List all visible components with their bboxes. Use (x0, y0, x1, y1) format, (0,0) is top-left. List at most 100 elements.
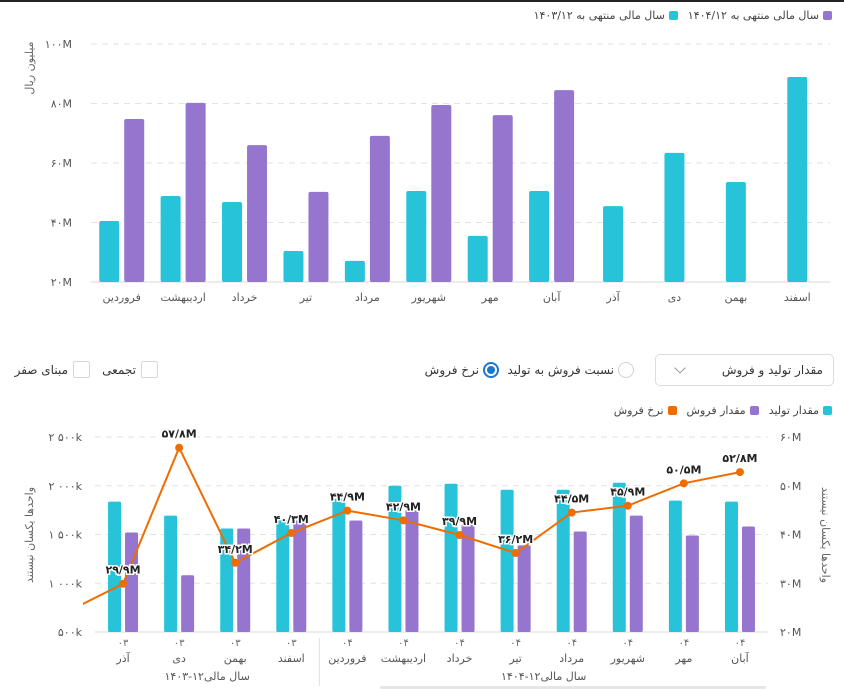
y-tick-label: ۱۰۰M (45, 38, 72, 51)
x-year-label: ۰۴ (342, 638, 353, 649)
bar-sales (573, 531, 587, 632)
x-tick-label: آبان (731, 651, 749, 665)
window-top-border (0, 0, 844, 2)
left-y-axis-title: واحدها یکسان نیستند (23, 487, 36, 583)
left-y-tick-label: ۵۰۰k (58, 626, 83, 639)
bar-1404 (492, 115, 513, 282)
price-point (567, 508, 576, 517)
bar-sales (517, 545, 531, 632)
checkbox-label: تجمعی (102, 362, 136, 377)
radio-sales-price[interactable]: نرخ فروش (425, 362, 499, 378)
bar-production (668, 500, 682, 632)
x-tick-label: بهمن (724, 291, 747, 304)
bar-1403 (344, 260, 365, 282)
checkbox-zero-base[interactable]: مبنای صفر (15, 361, 90, 378)
bar-sales (461, 524, 475, 632)
legend-swatch-cyan (668, 11, 678, 20)
radio-circle-selected (483, 362, 499, 378)
x-tick-label: آذر (605, 290, 620, 304)
legend-label: سال مالی منتهی به ۱۴۰۴/۱۲ (687, 9, 819, 22)
bar-1404 (554, 90, 575, 282)
price-data-label: ۴۰/۳M (274, 513, 309, 526)
price-data-label: ۵۷/۸M (162, 428, 197, 441)
chart2-legend: مقدار تولید مقدار فروش نرخ فروش (614, 404, 832, 417)
y-tick-label: ۸۰M (51, 98, 72, 111)
legend-item-1404[interactable]: سال مالی منتهی به ۱۴۰۴/۱۲ (688, 9, 832, 22)
x-tick-label: فروردین (103, 291, 141, 304)
legend-swatch-purple (749, 406, 759, 415)
x-tick-label: شهریور (411, 291, 446, 304)
bar-sales (405, 509, 419, 632)
x-year-label: ۰۳ (118, 638, 129, 649)
bar-1403 (787, 77, 808, 283)
legend-label: سال مالی منتهی به ۱۴۰۳/۱۲ (533, 9, 665, 22)
bar-sales (125, 532, 139, 632)
right-y-tick-label: ۵۰M (780, 480, 801, 493)
y-axis-title: میلیون ریال (23, 41, 36, 94)
bar-production (612, 482, 626, 632)
bar-1404 (124, 118, 145, 282)
checkbox-cumulative[interactable]: تجمعی (102, 361, 158, 378)
radio-label: نسبت فروش به تولید (507, 363, 614, 377)
x-tick-label: آبان (543, 290, 561, 304)
x-year-label: ۰۴ (510, 638, 521, 649)
price-data-label: ۴۲/۹M (386, 500, 421, 513)
bar-1403 (99, 221, 120, 282)
x-tick-label: اسفند (784, 291, 811, 304)
bar-1403 (664, 152, 685, 282)
price-point (175, 443, 184, 452)
x-tick-label: مهر (674, 652, 692, 665)
x-year-label: ۰۳ (174, 638, 185, 649)
y-tick-label: ۴۰M (51, 217, 72, 230)
bar-1403 (222, 201, 243, 282)
bar-sales (237, 528, 251, 632)
bar-sales (181, 575, 195, 632)
price-point (679, 479, 688, 488)
bar-1403 (725, 182, 746, 282)
x-year-label: ۰۴ (735, 638, 746, 649)
bar-1404 (185, 102, 206, 282)
x-tick-label: خرداد (232, 291, 258, 304)
chevron-down-icon (674, 362, 686, 374)
x-tick-label: شهریور (610, 652, 645, 665)
legend-swatch-orange (667, 406, 677, 415)
legend-swatch-purple (823, 11, 832, 20)
price-line (83, 445, 741, 606)
x-group-label: سال مالی۱۲-۱۴۰۳ (165, 670, 250, 683)
price-point (623, 501, 632, 510)
bar-1403 (467, 235, 488, 282)
x-tick-label: تیر (508, 652, 521, 665)
right-y-tick-label: ۳۰M (780, 577, 801, 590)
x-tick-label: اردیبهشت (381, 652, 426, 665)
bar-1403 (529, 190, 550, 282)
bar-1404 (247, 145, 268, 282)
price-data-label: ۳۹/۹M (442, 515, 477, 528)
dropdown-value: مقدار تولید و فروش (721, 363, 823, 377)
legend-item-1403[interactable]: سال مالی منتهی به ۱۴۰۳/۱۲ (534, 9, 678, 22)
bar-1403 (160, 196, 181, 282)
legend-item-production[interactable]: مقدار تولید (769, 404, 832, 417)
legend-swatch-cyan (823, 406, 832, 415)
radio-sales-to-production-ratio[interactable]: نسبت فروش به تولید (507, 362, 634, 378)
bar-1404 (369, 135, 390, 282)
chart1-legend: سال مالی منتهی به ۱۴۰۴/۱۲ سال مالی منتهی… (534, 9, 832, 22)
x-tick-label: مرداد (559, 652, 584, 665)
legend-label: نرخ فروش (613, 404, 664, 417)
horizontal-scrollbar[interactable] (380, 686, 766, 689)
left-y-tick-label: ۲ ۵۰۰k (49, 431, 83, 444)
x-year-label: ۰۴ (398, 638, 409, 649)
legend-item-price[interactable]: نرخ فروش (614, 404, 677, 417)
legend-item-sales[interactable]: مقدار فروش (687, 404, 759, 417)
bar-production (556, 489, 570, 632)
metric-dropdown[interactable]: مقدار تولید و فروش (655, 354, 834, 386)
checkbox-label: مبنای صفر (14, 362, 68, 377)
bar-sales (293, 520, 307, 632)
legend-label: مقدار تولید (768, 404, 819, 417)
bar-sales (349, 520, 363, 632)
x-tick-label: فروردین (328, 652, 366, 665)
x-tick-label: خرداد (447, 652, 473, 665)
right-y-tick-label: ۴۰M (780, 529, 801, 542)
x-year-label: ۰۳ (286, 638, 297, 649)
price-point (287, 529, 296, 538)
price-data-label: ۴۴/۵M (554, 493, 589, 506)
